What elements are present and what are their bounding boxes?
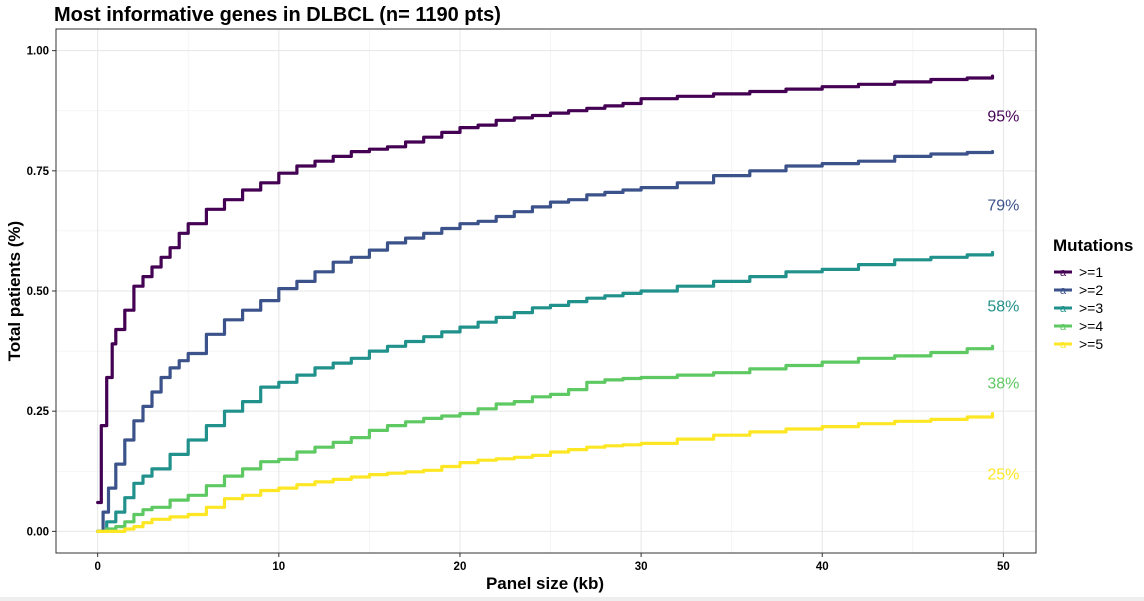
legend-key-glyph: a	[1060, 303, 1067, 315]
x-tick-label: 10	[272, 561, 285, 573]
legend-label: >=1	[1079, 264, 1103, 280]
x-axis: 0 10 20 30 40 50	[94, 553, 1010, 573]
grid-lines	[56, 29, 1036, 553]
series-line	[96, 150, 995, 533]
series-lines	[96, 74, 995, 533]
legend-key-glyph: a	[1060, 267, 1067, 279]
series-end-label: 25%	[987, 467, 1019, 484]
y-tick-label: 0.75	[27, 166, 50, 178]
legend-label: >=2	[1079, 282, 1103, 298]
y-axis: 0.00 0.25 0.50 0.75 1.00	[27, 46, 56, 538]
series-end-label: 38%	[987, 375, 1019, 392]
x-tick-label: 40	[816, 561, 829, 573]
legend-key-glyph: a	[1060, 339, 1067, 351]
x-axis-title: Panel size (kb)	[486, 574, 604, 593]
series-line	[96, 74, 995, 505]
y-tick-label: 0.00	[27, 526, 49, 538]
chart-title: Most informative genes in DLBCL (n= 1190…	[54, 4, 501, 26]
legend-key-glyph: a	[1060, 321, 1067, 333]
x-tick-label: 30	[635, 561, 648, 573]
series-end-label: 95%	[987, 109, 1019, 126]
legend: Mutations a >=1 a >=2 a >=3 a >=4 a >=5	[1053, 236, 1133, 352]
legend-items: a >=1 a >=2 a >=3 a >=4 a >=5	[1054, 264, 1103, 352]
legend-title: Mutations	[1053, 236, 1133, 255]
y-axis-title: Total patients (%)	[5, 221, 24, 361]
legend-label: >=4	[1079, 318, 1103, 334]
y-tick-label: 0.50	[27, 286, 49, 298]
series-end-label: 58%	[987, 298, 1019, 315]
y-tick-label: 0.25	[27, 406, 50, 418]
x-tick-label: 0	[94, 561, 100, 573]
series-line	[96, 412, 995, 533]
x-tick-label: 20	[454, 561, 467, 573]
series-line	[96, 344, 995, 533]
end-labels: 95% 79% 58% 38% 25%	[987, 109, 1019, 484]
x-tick-label: 50	[997, 561, 1010, 573]
y-tick-label: 1.00	[27, 46, 49, 58]
plot-panel: 95% 79% 58% 38% 25%	[55, 28, 1037, 554]
legend-label: >=5	[1079, 336, 1103, 352]
series-line	[96, 250, 995, 533]
series-end-label: 79%	[987, 197, 1019, 214]
legend-label: >=3	[1079, 300, 1103, 316]
window-bottom-edge	[0, 597, 1144, 601]
legend-key-glyph: a	[1060, 285, 1067, 297]
